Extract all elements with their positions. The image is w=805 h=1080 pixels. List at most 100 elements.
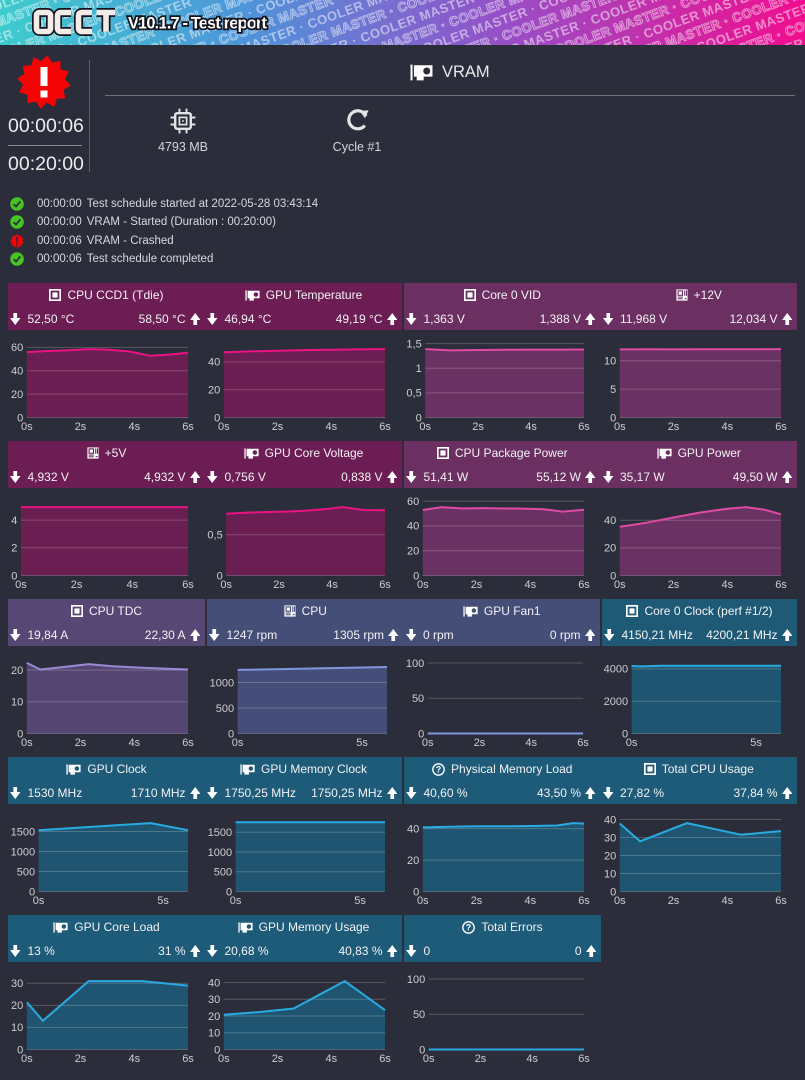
svg-text:6s: 6s [379,1053,391,1065]
svg-text:5s: 5s [157,895,169,907]
svg-text:0s: 0s [614,895,626,907]
svg-text:6s: 6s [578,895,590,907]
svg-text:0s: 0s [417,895,429,907]
svg-text:?: ? [436,764,442,774]
svg-text:0: 0 [418,728,424,740]
svg-text:4s: 4s [721,579,733,591]
svg-text:0: 0 [17,728,23,740]
svg-text:5s: 5s [354,895,366,907]
svg-text:2s: 2s [668,421,680,433]
svg-text:2s: 2s [272,1053,284,1065]
svg-text:4s: 4s [721,421,733,433]
svg-text:0: 0 [214,1044,220,1056]
svg-text:0s: 0s [218,421,230,433]
svg-text:0s: 0s [423,1053,435,1065]
svg-text:500: 500 [214,867,232,879]
svg-text:30: 30 [208,994,220,1006]
svg-text:4: 4 [11,515,17,527]
svg-text:0: 0 [610,570,616,582]
svg-text:20: 20 [11,665,23,677]
svg-text:0: 0 [214,412,220,424]
svg-text:6s: 6s [379,579,391,591]
svg-text:1000: 1000 [210,677,234,689]
svg-text:4s: 4s [525,737,537,749]
svg-text:1000: 1000 [11,846,35,858]
svg-text:0: 0 [228,728,234,740]
svg-text:0,5: 0,5 [406,388,421,400]
svg-text:6s: 6s [182,579,194,591]
svg-text:20: 20 [407,855,419,867]
svg-text:2s: 2s [474,737,486,749]
svg-text:40: 40 [11,366,23,378]
svg-text:10: 10 [11,697,23,709]
svg-text:4s: 4s [325,1053,337,1065]
svg-text:20: 20 [407,546,419,558]
svg-text:0s: 0s [419,421,431,433]
svg-text:0: 0 [622,728,628,740]
svg-text:4s: 4s [524,895,536,907]
svg-text:500: 500 [17,866,35,878]
svg-text:6s: 6s [379,421,391,433]
svg-text:4s: 4s [524,579,536,591]
svg-text:4s: 4s [721,895,733,907]
svg-text:0: 0 [413,886,419,898]
svg-text:40: 40 [407,521,419,533]
svg-text:2s: 2s [273,579,285,591]
svg-text:0: 0 [11,570,17,582]
svg-text:4s: 4s [325,421,337,433]
svg-text:2s: 2s [471,895,483,907]
svg-text:100: 100 [407,974,425,986]
svg-text:0s: 0s [614,421,626,433]
svg-text:0: 0 [610,412,616,424]
svg-text:100: 100 [406,658,424,670]
svg-text:10: 10 [604,356,616,368]
svg-text:6s: 6s [182,421,194,433]
svg-text:4s: 4s [326,579,338,591]
svg-text:30: 30 [11,978,23,990]
svg-text:0: 0 [416,412,422,424]
svg-text:2s: 2s [75,421,87,433]
svg-text:0s: 0s [614,579,626,591]
svg-text:6s: 6s [578,1053,590,1065]
svg-text:0s: 0s [417,579,429,591]
svg-text:V10.1.7 - Test report: V10.1.7 - Test report [128,15,268,33]
svg-text:2: 2 [11,543,17,555]
svg-text:4s: 4s [128,1053,140,1065]
svg-text:6s: 6s [775,579,787,591]
svg-text:4000: 4000 [604,664,628,676]
svg-text:1,5: 1,5 [406,338,421,350]
svg-text:0: 0 [217,570,223,582]
svg-text:0s: 0s [15,579,27,591]
svg-text:20: 20 [208,385,220,397]
svg-text:30: 30 [604,832,616,844]
svg-text:5: 5 [610,384,616,396]
svg-text:500: 500 [216,703,234,715]
svg-text:2s: 2s [668,895,680,907]
svg-text:60: 60 [407,496,419,508]
svg-text:0: 0 [29,886,35,898]
svg-text:2s: 2s [272,421,284,433]
svg-text:0s: 0s [218,1053,230,1065]
svg-text:2s: 2s [71,579,83,591]
svg-text:10: 10 [208,1028,220,1040]
svg-text:2s: 2s [472,421,484,433]
svg-text:0,5: 0,5 [207,530,222,542]
svg-text:1500: 1500 [11,826,35,838]
svg-text:1500: 1500 [208,827,232,839]
svg-text:40: 40 [604,814,616,826]
svg-text:4s: 4s [128,421,140,433]
svg-text:0s: 0s [220,579,232,591]
svg-text:0s: 0s [626,737,638,749]
svg-text:10: 10 [604,868,616,880]
svg-text:2s: 2s [471,579,483,591]
svg-text:0: 0 [17,412,23,424]
svg-text:?: ? [466,922,472,932]
svg-text:5s: 5s [356,737,368,749]
svg-text:0s: 0s [33,895,45,907]
svg-text:40: 40 [208,977,220,989]
svg-text:10: 10 [11,1022,23,1034]
svg-text:0s: 0s [21,737,33,749]
svg-text:0s: 0s [232,737,244,749]
svg-text:6s: 6s [182,1053,194,1065]
svg-text:20: 20 [208,1011,220,1023]
